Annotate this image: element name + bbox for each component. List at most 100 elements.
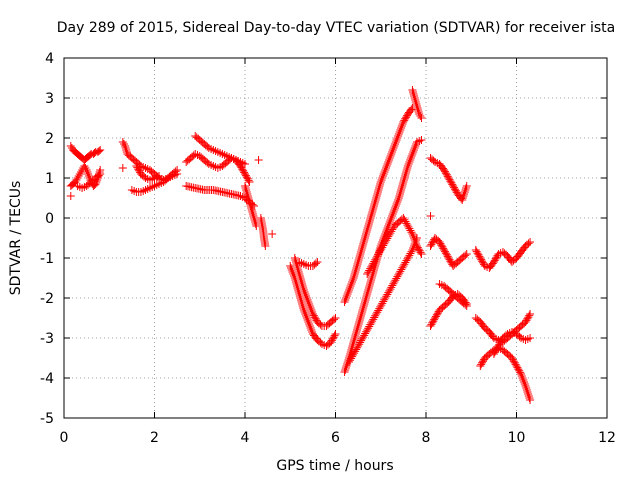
data-point — [364, 268, 373, 277]
data-point — [396, 267, 405, 276]
data-point — [302, 312, 311, 320]
data-point — [435, 238, 444, 246]
data-point — [442, 250, 451, 259]
data-point — [354, 320, 363, 328]
x-axis-label: GPS time / hours — [276, 458, 393, 474]
data-point — [511, 360, 520, 369]
data-point — [296, 274, 305, 282]
data-point — [359, 302, 368, 310]
y-tick-label: -3 — [40, 331, 54, 347]
data-point — [458, 196, 467, 204]
data-point — [397, 124, 406, 132]
data-point — [370, 257, 379, 266]
data-point — [368, 261, 377, 270]
data-point — [242, 173, 251, 182]
data-point — [299, 306, 308, 314]
data-point — [427, 240, 436, 249]
data-point — [368, 206, 377, 214]
data-point — [447, 178, 456, 187]
data-point — [433, 309, 442, 318]
data-point — [341, 296, 350, 304]
data-point — [119, 140, 128, 148]
data-point — [391, 276, 400, 285]
data-point — [478, 358, 487, 367]
data-point — [386, 152, 395, 160]
data-point — [416, 248, 425, 257]
data-point — [311, 259, 320, 268]
data-point — [379, 170, 388, 178]
data-point — [365, 322, 374, 331]
data-point — [427, 320, 436, 329]
data-point — [363, 224, 372, 232]
data-point — [328, 334, 337, 343]
data-point — [413, 243, 422, 252]
data-point — [345, 358, 354, 366]
data-point — [368, 317, 377, 326]
data-point — [360, 331, 369, 340]
data-point — [355, 252, 364, 260]
data-point — [431, 314, 440, 322]
data-point — [440, 166, 449, 174]
x-tick-label: 4 — [241, 430, 250, 446]
data-point — [403, 162, 412, 170]
data-point — [401, 258, 410, 267]
data-point — [354, 342, 363, 350]
data-point — [359, 240, 368, 248]
data-point — [244, 196, 253, 204]
x-tick-label: 8 — [422, 430, 431, 446]
data-point — [526, 238, 535, 246]
data-point — [395, 190, 404, 198]
data-point — [391, 202, 400, 210]
data-point — [404, 160, 413, 168]
data-point — [352, 326, 361, 334]
data-point — [521, 336, 530, 344]
x-tick-label: 12 — [598, 430, 616, 446]
data-point — [364, 284, 373, 292]
data-point — [360, 236, 369, 244]
data-point — [291, 256, 300, 264]
data-point — [360, 298, 369, 306]
data-point — [461, 186, 470, 194]
data-point — [236, 192, 245, 200]
data-point — [409, 234, 418, 242]
data-point — [349, 350, 358, 359]
data-point — [402, 256, 411, 265]
data-point — [396, 188, 405, 196]
data-point — [382, 292, 391, 301]
data-point — [391, 138, 400, 146]
data-point — [340, 298, 349, 306]
data-point — [379, 241, 388, 250]
data-point — [133, 163, 142, 172]
data-point — [344, 288, 353, 296]
data-point — [462, 250, 471, 258]
data-point — [408, 150, 417, 158]
data-point — [473, 249, 482, 258]
data-point — [383, 290, 392, 299]
data-point — [351, 268, 360, 276]
data-point — [244, 194, 253, 202]
data-point — [296, 276, 305, 284]
data-point — [375, 248, 384, 257]
data-point — [362, 228, 371, 236]
data-point — [402, 166, 411, 174]
data-point — [390, 278, 399, 286]
data-point — [82, 166, 91, 174]
data-point — [356, 250, 365, 258]
data-point — [405, 251, 414, 260]
data-point — [401, 172, 410, 180]
data-point — [343, 290, 352, 298]
data-point — [447, 258, 456, 267]
data-point — [517, 372, 526, 380]
data-point — [299, 260, 308, 268]
data-point — [412, 240, 421, 248]
data-point — [492, 345, 501, 354]
data-point — [357, 246, 366, 254]
data-point — [404, 253, 413, 262]
data-point — [383, 234, 392, 243]
data-point — [366, 214, 375, 222]
data-point — [373, 308, 382, 317]
data-point — [366, 216, 375, 224]
data-point — [519, 376, 528, 384]
data-point — [444, 254, 453, 262]
data-point — [407, 247, 416, 256]
